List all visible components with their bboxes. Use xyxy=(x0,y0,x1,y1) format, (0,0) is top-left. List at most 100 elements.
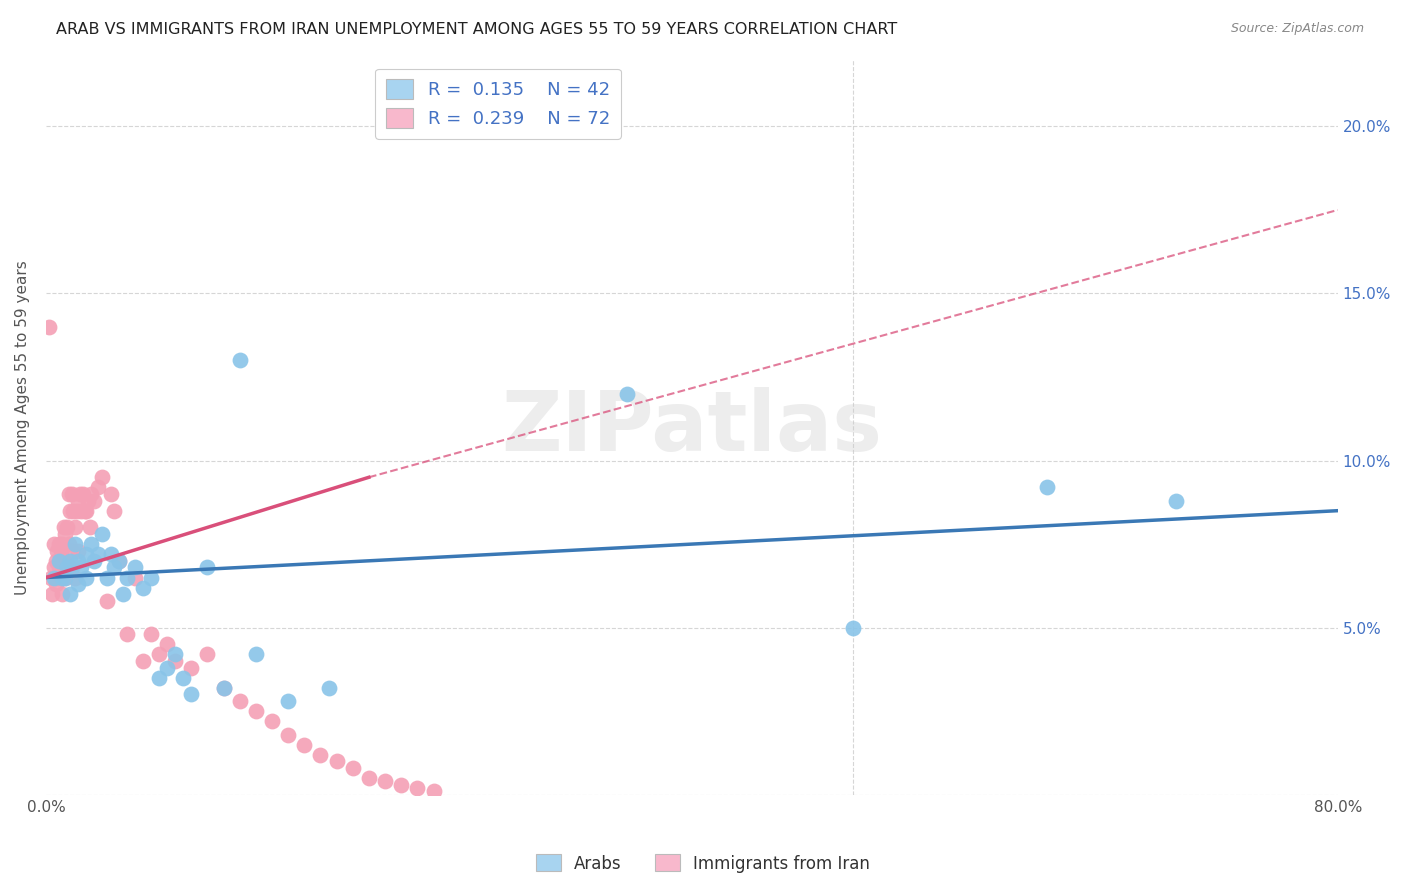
Point xyxy=(62,504,84,518)
Point xyxy=(107,554,129,568)
Point xyxy=(73,504,96,518)
Legend: Arabs, Immigrants from Iran: Arabs, Immigrants from Iran xyxy=(529,847,877,880)
Point xyxy=(229,694,252,708)
Point xyxy=(49,570,72,584)
Point xyxy=(66,504,89,518)
Point xyxy=(45,554,67,568)
Point xyxy=(53,570,76,584)
Point xyxy=(59,587,82,601)
Point xyxy=(91,470,114,484)
Point xyxy=(91,527,114,541)
Point xyxy=(156,637,179,651)
Point xyxy=(79,520,101,534)
Point xyxy=(53,570,76,584)
Point xyxy=(277,727,299,741)
Legend: R =  0.135    N = 42, R =  0.239    N = 72: R = 0.135 N = 42, R = 0.239 N = 72 xyxy=(375,69,621,139)
Point xyxy=(51,537,73,551)
Point xyxy=(357,771,380,785)
Point xyxy=(100,487,122,501)
Point xyxy=(132,581,155,595)
Point xyxy=(72,487,94,501)
Point xyxy=(260,714,283,729)
Point xyxy=(406,780,429,795)
Point xyxy=(83,554,105,568)
Point xyxy=(60,543,83,558)
Point xyxy=(139,570,162,584)
Point xyxy=(59,560,82,574)
Point xyxy=(41,587,63,601)
Point xyxy=(245,648,267,662)
Point xyxy=(180,661,202,675)
Point xyxy=(277,694,299,708)
Point xyxy=(51,554,73,568)
Point xyxy=(132,654,155,668)
Point xyxy=(42,570,65,584)
Point xyxy=(212,681,235,695)
Point xyxy=(58,487,80,501)
Y-axis label: Unemployment Among Ages 55 to 59 years: Unemployment Among Ages 55 to 59 years xyxy=(15,260,30,595)
Point xyxy=(96,570,118,584)
Point xyxy=(389,778,412,792)
Point xyxy=(148,648,170,662)
Point xyxy=(107,554,129,568)
Point xyxy=(52,554,75,568)
Point xyxy=(124,560,146,574)
Point xyxy=(75,547,97,561)
Text: Source: ZipAtlas.com: Source: ZipAtlas.com xyxy=(1230,22,1364,36)
Point xyxy=(197,648,219,662)
Point xyxy=(58,537,80,551)
Point xyxy=(197,560,219,574)
Point xyxy=(63,537,86,551)
Point xyxy=(309,747,332,762)
Point xyxy=(63,570,86,584)
Point xyxy=(1036,480,1059,494)
Point xyxy=(45,577,67,591)
Point xyxy=(342,761,364,775)
Point xyxy=(139,627,162,641)
Point xyxy=(148,671,170,685)
Point xyxy=(212,681,235,695)
Point xyxy=(56,560,79,574)
Point xyxy=(325,754,347,768)
Point xyxy=(103,504,125,518)
Point xyxy=(75,504,97,518)
Point xyxy=(172,671,194,685)
Point xyxy=(56,560,79,574)
Point xyxy=(842,621,865,635)
Point xyxy=(318,681,340,695)
Point xyxy=(156,661,179,675)
Point xyxy=(616,386,638,401)
Point xyxy=(165,648,187,662)
Point xyxy=(115,570,138,584)
Point xyxy=(229,353,252,368)
Point xyxy=(70,504,93,518)
Point xyxy=(49,543,72,558)
Point xyxy=(180,688,202,702)
Point xyxy=(124,570,146,584)
Point xyxy=(48,560,70,574)
Point xyxy=(83,493,105,508)
Point xyxy=(67,493,90,508)
Point xyxy=(80,537,103,551)
Point xyxy=(96,594,118,608)
Point xyxy=(42,537,65,551)
Point xyxy=(86,547,108,561)
Point xyxy=(38,319,60,334)
Point xyxy=(100,547,122,561)
Point xyxy=(39,570,62,584)
Point xyxy=(103,560,125,574)
Point xyxy=(80,487,103,501)
Point xyxy=(59,554,82,568)
Point xyxy=(69,487,91,501)
Point xyxy=(51,570,73,584)
Point xyxy=(67,577,90,591)
Point xyxy=(292,738,315,752)
Point xyxy=(422,784,444,798)
Point xyxy=(46,570,69,584)
Point xyxy=(112,587,135,601)
Point xyxy=(245,704,267,718)
Point xyxy=(63,520,86,534)
Point xyxy=(86,480,108,494)
Point xyxy=(59,504,82,518)
Point xyxy=(60,560,83,574)
